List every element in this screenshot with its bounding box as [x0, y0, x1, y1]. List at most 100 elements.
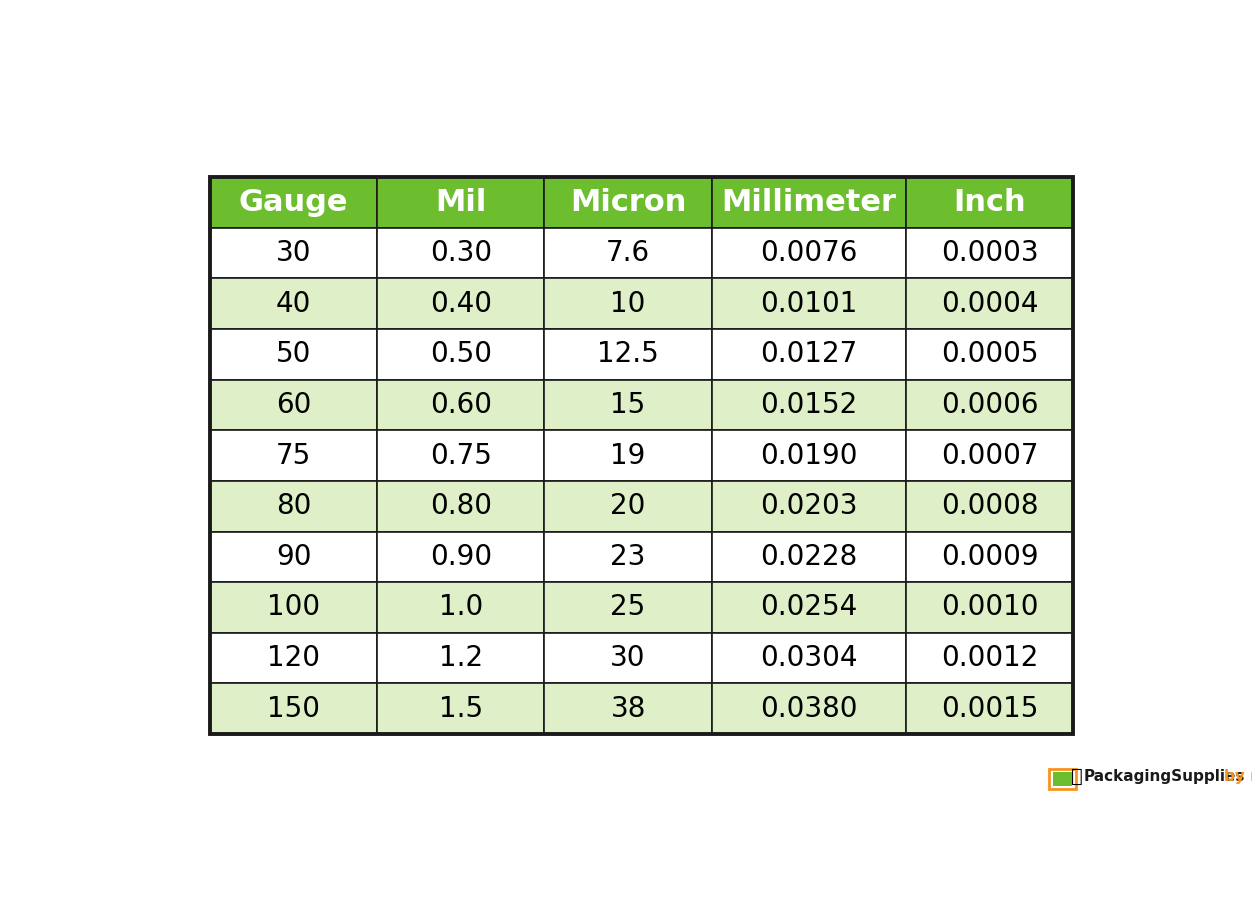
Text: 0.0004: 0.0004	[942, 289, 1039, 318]
Bar	[711, 481, 906, 531]
Bar	[210, 531, 377, 583]
Bar	[377, 531, 545, 583]
Bar	[545, 683, 711, 734]
Text: 0.0003: 0.0003	[942, 239, 1039, 267]
FancyBboxPatch shape	[1053, 772, 1073, 786]
Bar	[711, 177, 906, 227]
Text: 0.0007: 0.0007	[942, 442, 1039, 470]
Text: 50: 50	[275, 340, 312, 368]
Bar	[711, 227, 906, 278]
Text: 1.5: 1.5	[438, 695, 483, 723]
Text: 🟩: 🟩	[1072, 767, 1083, 786]
Bar	[545, 531, 711, 583]
Bar	[545, 633, 711, 683]
Text: 0.0005: 0.0005	[942, 340, 1039, 368]
Bar	[711, 583, 906, 633]
Bar	[545, 177, 711, 227]
Text: 0.0127: 0.0127	[760, 340, 858, 368]
Text: 38: 38	[611, 695, 646, 723]
Text: 0.0380: 0.0380	[760, 695, 858, 723]
Bar	[210, 177, 377, 227]
Text: 0.60: 0.60	[429, 391, 492, 419]
Text: 0.0010: 0.0010	[942, 594, 1039, 621]
Text: 20: 20	[611, 492, 646, 520]
Bar	[906, 278, 1073, 329]
Bar	[210, 431, 377, 481]
Text: 75: 75	[275, 442, 312, 470]
Bar	[545, 227, 711, 278]
Text: 30: 30	[610, 644, 646, 672]
Text: 0.75: 0.75	[429, 442, 492, 470]
Text: 25: 25	[611, 594, 646, 621]
Bar	[906, 177, 1073, 227]
Text: 10: 10	[611, 289, 646, 318]
Text: Mil: Mil	[436, 188, 487, 217]
Text: 40: 40	[275, 289, 312, 318]
Text: 0.0203: 0.0203	[760, 492, 858, 520]
Text: 0.0152: 0.0152	[760, 391, 858, 419]
Bar	[906, 481, 1073, 531]
Bar	[210, 227, 377, 278]
Bar	[545, 481, 711, 531]
Text: 0.0015: 0.0015	[942, 695, 1038, 723]
Text: 0.0076: 0.0076	[760, 239, 858, 267]
Bar	[210, 278, 377, 329]
Text: by mail: by mail	[1223, 769, 1252, 784]
Text: Gauge: Gauge	[239, 188, 348, 217]
Bar	[377, 481, 545, 531]
Text: 60: 60	[275, 391, 312, 419]
Bar	[545, 329, 711, 379]
Bar	[377, 683, 545, 734]
Text: Micron: Micron	[570, 188, 686, 217]
Text: PackagingSupplies: PackagingSupplies	[1083, 769, 1244, 784]
Text: Millimeter: Millimeter	[721, 188, 896, 217]
Bar	[377, 177, 545, 227]
Bar	[906, 683, 1073, 734]
Bar	[906, 379, 1073, 431]
Bar	[711, 633, 906, 683]
Bar	[545, 278, 711, 329]
Bar	[377, 379, 545, 431]
Bar	[906, 431, 1073, 481]
Text: 19: 19	[611, 442, 646, 470]
Text: 30: 30	[275, 239, 312, 267]
Bar	[545, 431, 711, 481]
Bar	[210, 177, 1073, 734]
Text: 0.40: 0.40	[429, 289, 492, 318]
Bar	[906, 227, 1073, 278]
Text: 1.0: 1.0	[438, 594, 483, 621]
Text: 15: 15	[611, 391, 646, 419]
Bar	[210, 379, 377, 431]
Bar	[210, 583, 377, 633]
Bar	[210, 633, 377, 683]
Bar	[377, 278, 545, 329]
Bar	[377, 633, 545, 683]
Bar	[545, 379, 711, 431]
Bar	[906, 531, 1073, 583]
Bar	[210, 329, 377, 379]
Text: 1.2: 1.2	[438, 644, 483, 672]
Text: 0.0009: 0.0009	[942, 543, 1039, 571]
Text: 150: 150	[267, 695, 321, 723]
Text: 80: 80	[275, 492, 312, 520]
Text: 12.5: 12.5	[597, 340, 659, 368]
Text: 0.0228: 0.0228	[760, 543, 858, 571]
Text: 0.0008: 0.0008	[942, 492, 1039, 520]
Bar	[377, 227, 545, 278]
Text: 0.30: 0.30	[429, 239, 492, 267]
Text: Inch: Inch	[954, 188, 1027, 217]
Text: 120: 120	[267, 644, 321, 672]
Text: 0.0304: 0.0304	[760, 644, 858, 672]
Bar	[711, 683, 906, 734]
Bar	[906, 633, 1073, 683]
Text: 0.90: 0.90	[429, 543, 492, 571]
Bar	[711, 531, 906, 583]
Bar	[545, 583, 711, 633]
Bar	[377, 329, 545, 379]
Bar	[210, 481, 377, 531]
Text: 0.0254: 0.0254	[760, 594, 858, 621]
Text: 0.0006: 0.0006	[942, 391, 1039, 419]
Text: 0.50: 0.50	[429, 340, 492, 368]
Bar	[377, 431, 545, 481]
Text: 0.0101: 0.0101	[760, 289, 858, 318]
